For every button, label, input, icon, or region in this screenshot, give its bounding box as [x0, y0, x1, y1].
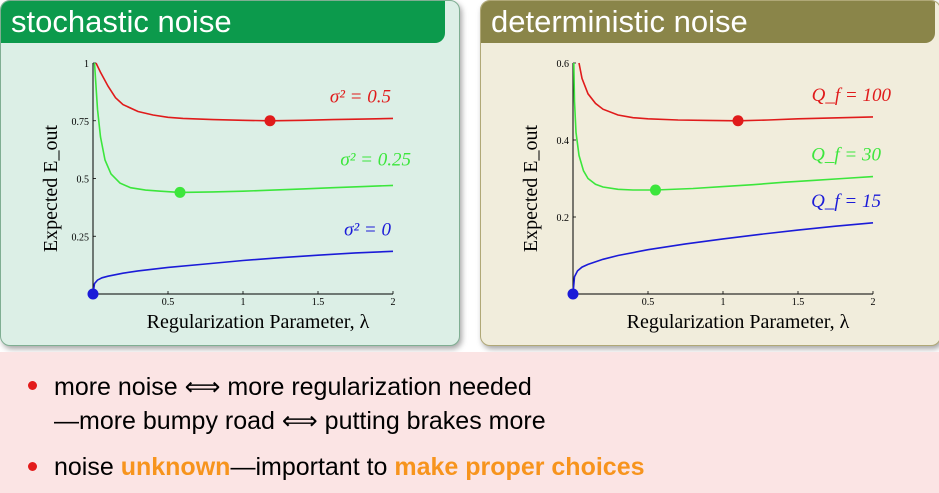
y-axis-label: Expected E_out: [40, 124, 62, 252]
x-tick-label: 1.5: [792, 297, 805, 308]
x-tick-label: 0.5: [642, 297, 655, 308]
iff-symbol: ⟺: [184, 373, 221, 401]
optimum-point-0: [87, 288, 99, 300]
optimum-point-q-f-15: [567, 288, 579, 300]
bullet-1-text-b: more regularization needed: [220, 373, 532, 401]
bullet-dot: [28, 381, 37, 390]
series-line-0: [92, 250, 394, 295]
series-label-q-f-15: Q_f = 15: [811, 191, 881, 212]
x-tick-label: 1: [721, 297, 726, 308]
optimum-point-0-5: [264, 115, 276, 127]
iff-symbol: ⟺: [281, 407, 318, 435]
x-tick-label: 2: [391, 297, 396, 308]
bullet-1-text-a: more noise: [54, 373, 185, 401]
series-line-0-25: [93, 62, 394, 194]
series-label-q-f-100: Q_f = 100: [812, 85, 892, 106]
y-tick-label: 0.6: [557, 59, 570, 70]
optimum-point-0-25: [174, 186, 186, 198]
x-axis-label: Regularization Parameter, λ: [627, 311, 850, 333]
optimum-point-q-f-100: [732, 115, 744, 127]
x-tick-label: 0.5: [162, 297, 175, 308]
bullet-dot: [28, 462, 37, 471]
series-line-0-5: [95, 62, 394, 122]
y-tick-label: 0.2: [557, 213, 570, 224]
y-axis-label: Expected E_out: [520, 124, 542, 252]
deterministic-noise-title: deterministic noise: [481, 1, 935, 43]
series-label-q-f-30: Q_f = 30: [811, 145, 881, 166]
series-line-q-f-15: [572, 222, 874, 295]
y-tick-label: 0.75: [72, 117, 90, 128]
bullet-1-text-d: putting brakes more: [317, 407, 546, 435]
series-label-0-25: σ² = 0.25: [340, 149, 411, 170]
highlight-make-proper-choices: make proper choices: [394, 453, 645, 481]
series-line-q-f-100: [578, 62, 874, 122]
bullet-2-text-b: —important to: [230, 453, 395, 481]
stochastic-noise-panel: stochastic noise 0.5 1 1.5 2 0.25 0.5 0.75 1 Reg…: [0, 0, 460, 346]
y-tick-label: 1: [84, 59, 89, 70]
highlight-unknown: unknown: [120, 453, 231, 481]
summary-box: more noise ⟺ more regularization needed …: [0, 352, 939, 493]
series-label-0: σ² = 0: [344, 219, 391, 240]
deterministic-noise-panel: deterministic noise 0.5 1 1.5 2 0.2 0.4 0.6 Reg…: [480, 0, 939, 346]
stochastic-noise-title: stochastic noise: [1, 1, 445, 43]
y-tick-label: 0.4: [557, 136, 570, 147]
series-label-0-5: σ² = 0.5: [330, 86, 391, 107]
x-tick-label: 1: [241, 297, 246, 308]
optimum-point-q-f-30: [650, 184, 661, 196]
deterministic-noise-chart: 0.5 1 1.5 2 0.2 0.4 0.6 Regularization Paramete…: [520, 59, 892, 333]
y-tick-label: 0.25: [72, 232, 90, 243]
series-line-q-f-30: [573, 62, 874, 191]
stochastic-noise-chart: 0.5 1 1.5 2 0.25 0.5 0.75 1 Regularization Param…: [40, 59, 411, 333]
y-tick-label: 0.5: [77, 175, 90, 186]
bullet-2-text-a: noise: [54, 453, 121, 481]
bullet-1-text-c: —more bumpy road: [54, 407, 282, 435]
x-tick-label: 2: [871, 297, 876, 308]
x-tick-label: 1.5: [312, 297, 325, 308]
x-axis-label: Regularization Parameter, λ: [147, 311, 370, 333]
